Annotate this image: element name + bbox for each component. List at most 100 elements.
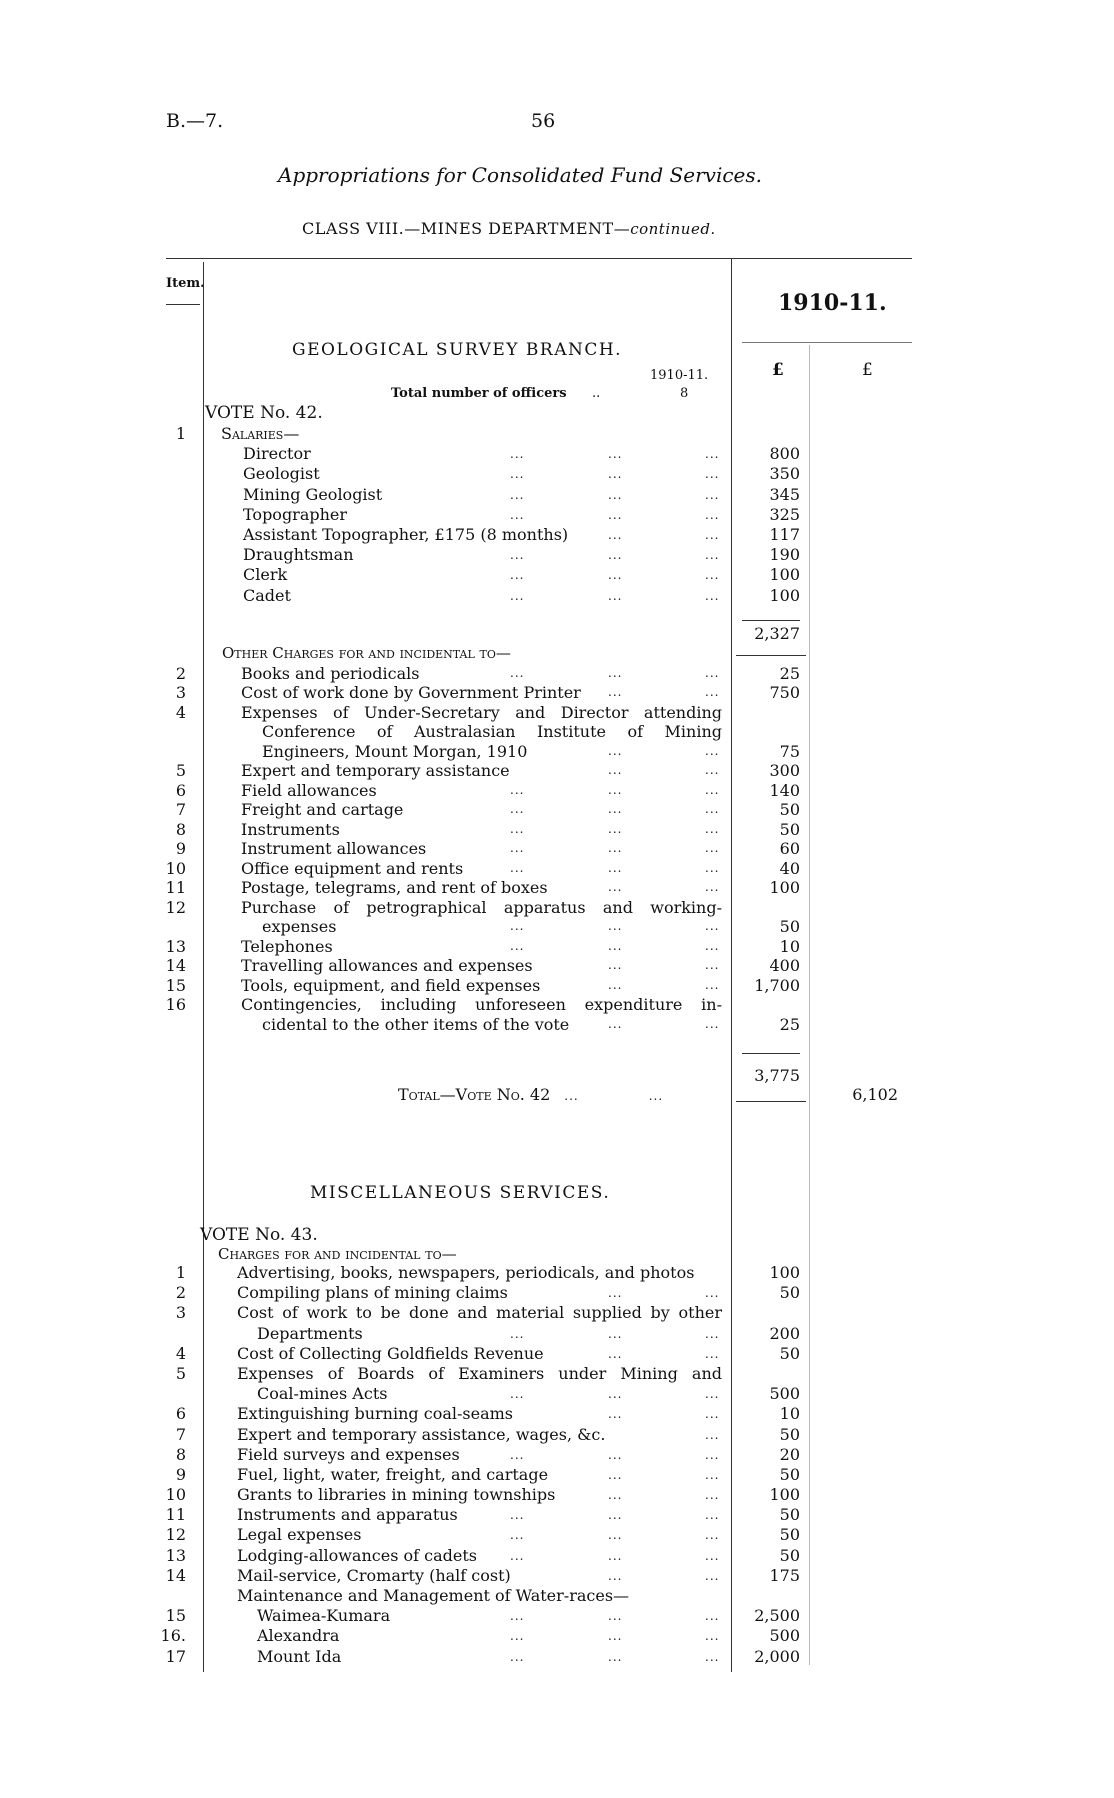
table-row: ...... 4 Cost of Collecting Goldfields Rev… (0, 1344, 1114, 1364)
table-row: ......... 8 Field surveys and expenses 20 (0, 1445, 1114, 1465)
leader-dots: ... (608, 1467, 623, 1482)
item-amount: 50 (779, 1545, 800, 1565)
item-amount: 50 (779, 1343, 800, 1363)
item-description: Telephones (241, 936, 333, 956)
leader-dots: ... (705, 588, 720, 603)
table-row: ......... Cadet 100 (0, 586, 1114, 606)
leader-dots: ... (608, 1447, 623, 1462)
table-row: ......... 13 Telephones 10 (0, 937, 1114, 957)
vote-43-heading: VOTE No. 43. (200, 1225, 318, 1245)
item-number: 13 (165, 936, 186, 956)
item-description: Freight and cartage (241, 800, 404, 819)
item-column-rule (203, 262, 204, 1672)
table-row: 1 Advertising, books, newspapers, periodi… (0, 1263, 1114, 1283)
table-row: ... 7 Expert and temporary assistance, wag… (0, 1425, 1114, 1445)
salary-title: Director (243, 444, 311, 464)
item-number: 10 (165, 858, 186, 878)
item-description: Departments (257, 1323, 363, 1343)
leader-dots: ... (608, 467, 623, 482)
total-vote-42-label: Total—Vote No. 42...... (398, 1085, 663, 1104)
item-description: Instruments and apparatus (237, 1505, 458, 1525)
leader-dots: ... (705, 1568, 720, 1583)
leader-dots: ... (608, 1609, 623, 1624)
leader-dots: ... (608, 1528, 623, 1543)
item-amount: 100 (769, 1485, 800, 1505)
item-description: Instruments (241, 819, 340, 839)
item-description: Books and periodicals (241, 663, 420, 683)
table-row: ...... 15 Tools, equipment, and field expe… (0, 976, 1114, 996)
leader-dots: ... (705, 1286, 720, 1301)
leader-dots: ... (705, 919, 720, 933)
table-row: ......... Clerk 100 (0, 565, 1114, 585)
table-row: ...... 14 Travelling allowances and expens… (0, 956, 1114, 976)
class-heading: CLASS VIII.—MINES DEPARTMENT—continued. (302, 219, 716, 238)
salaries-subtotal: 2,327 (754, 624, 800, 643)
table-row: ...... cidental to the other items of the… (0, 1015, 1114, 1035)
salary-amount: 800 (769, 444, 800, 464)
leader-dots: ... (705, 1427, 720, 1442)
leader-dots: ... (608, 487, 623, 502)
item-description: Alexandra (257, 1626, 340, 1646)
item-description: Cost of work to be done and material sup… (237, 1303, 722, 1323)
item-description: Expert and temporary assistance (241, 761, 510, 780)
table-row: ...... 3 Cost of work done by Government P… (0, 683, 1114, 703)
leader-dots: ... (564, 1089, 579, 1103)
table-row: ...... 9 Fuel, light, water, freight, and … (0, 1465, 1114, 1485)
table-row: ......... 10 Office equipment and rents 40 (0, 859, 1114, 879)
leader-dots: ... (510, 507, 525, 522)
leader-dots: ... (705, 743, 720, 758)
leader-dots: ... (608, 860, 623, 875)
salary-title: Mining Geologist (243, 484, 383, 504)
item-amount: 100 (769, 878, 800, 897)
item-number: 5 (175, 761, 186, 780)
item-amount: 140 (769, 780, 800, 800)
item-amount: 2,500 (754, 1606, 800, 1626)
salary-title: Draughtsman (243, 545, 354, 565)
leader-dots: ... (608, 1387, 623, 1402)
item-amount: 50 (779, 1505, 800, 1525)
item-amount: 50 (779, 800, 800, 819)
item-number: 14 (165, 956, 186, 975)
leader-dots: ... (705, 880, 720, 894)
page-number: 56 (531, 110, 556, 132)
leader-dots: ... (705, 860, 720, 875)
item-number: 14 (165, 1565, 186, 1585)
table-row: 12 Purchase of petrographical apparatus a… (0, 898, 1114, 918)
leader-dots: ... (608, 685, 623, 699)
item-description: Contingencies, including unforeseen expe… (241, 995, 722, 1014)
leader-dots: ... (705, 685, 720, 699)
item-number: 16. (160, 1626, 186, 1646)
table-row: ......... Director 800 (0, 444, 1114, 464)
item-number: 16 (165, 995, 186, 1014)
pound-column-2: £ (862, 360, 873, 380)
leader-dots: ... (705, 802, 720, 816)
table-row: ...... 11 Postage, telegrams, and rent of … (0, 878, 1114, 898)
class-label: CLASS VIII.—MINES DEPARTMENT— (302, 219, 631, 238)
salary-amount: 117 (769, 524, 800, 544)
item-description: Field allowances (241, 780, 377, 800)
leader-dots: ... (608, 1407, 623, 1422)
item-amount: 50 (779, 917, 800, 936)
leader-dots: ... (705, 977, 720, 992)
item-description: Expenses of Under-Secretary and Director… (241, 702, 722, 722)
leader-dots: ... (705, 447, 720, 462)
table-row: ......... 12 Legal expenses 50 (0, 1525, 1114, 1545)
leader-dots: ... (705, 1407, 720, 1422)
leader-dots: ... (705, 665, 720, 680)
item-number: 2 (175, 663, 186, 683)
leader-dots: ... (608, 977, 623, 992)
item-amount: 500 (769, 1384, 800, 1404)
leader-dots: ... (705, 467, 720, 482)
leader-dots: ... (510, 447, 525, 462)
section-title-geological: GEOLOGICAL SURVEY BRANCH. (292, 340, 623, 360)
leader-dots: ... (608, 1346, 623, 1361)
leader-dots: ... (608, 507, 623, 522)
leader-dots: ... (510, 487, 525, 502)
header-rule (166, 258, 912, 259)
leader-dots: ... (510, 1528, 525, 1543)
other-charges-block: Other Charges for and incidental to—....… (0, 644, 1114, 1034)
leader-dots: ... (705, 938, 720, 953)
item-number: 2 (175, 1283, 186, 1303)
leader-dots: ... (608, 841, 623, 855)
leader-dots: ... (608, 958, 623, 972)
